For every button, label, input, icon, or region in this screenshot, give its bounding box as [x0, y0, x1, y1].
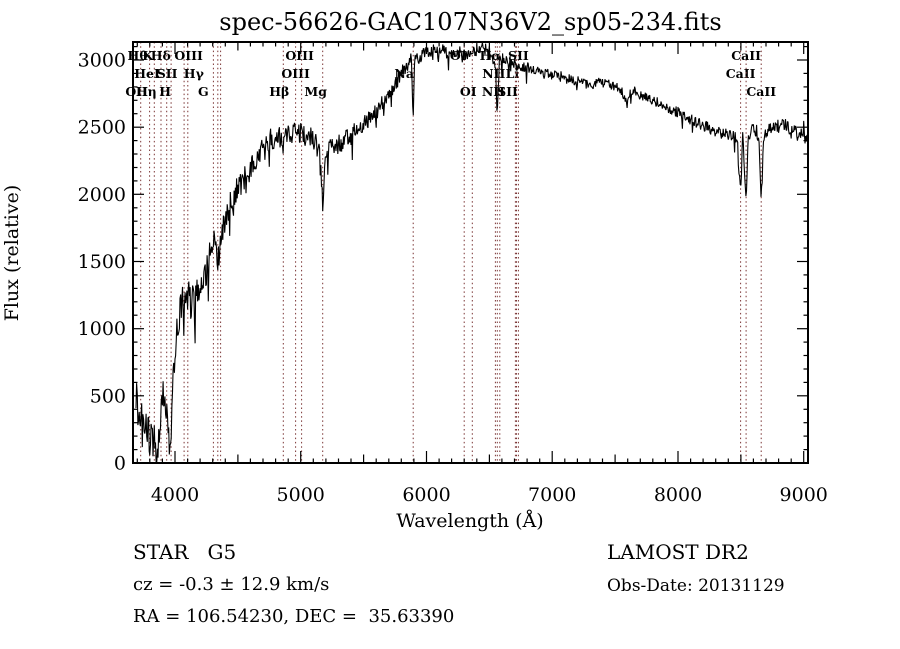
y-tick-label: 2000: [78, 184, 126, 206]
plot-frame: [132, 41, 809, 464]
spectral-line-label: Hγ: [184, 66, 205, 81]
spectral-line-label: SII: [508, 48, 529, 63]
spectral-line-label: CaII: [731, 48, 761, 63]
spectral-line-label: CaII: [726, 66, 756, 81]
x-tick-label: 7000: [528, 484, 576, 506]
x-tick-label: 6000: [402, 484, 450, 506]
y-tick-label: 500: [90, 385, 126, 407]
ra-dec-label: RA = 106.54230, DEC = 35.63390: [133, 606, 455, 627]
spectral-line-label: HeI: [134, 66, 160, 81]
spectral-line-label: Hδ: [151, 48, 171, 63]
object-class-label: STAR G5: [133, 540, 237, 564]
spectral-line-label: G: [198, 84, 209, 99]
spectral-line-label: Mg: [304, 84, 327, 99]
survey-label: LAMOST DR2: [607, 540, 749, 564]
spectral-line-label: SII: [497, 84, 518, 99]
spectral-line-label: NII: [482, 66, 505, 81]
spectral-line-label: H: [159, 84, 171, 99]
spectral-line-label: OIII: [174, 48, 203, 63]
y-tick-label: 0: [114, 453, 126, 475]
spectral-line-label: NII: [482, 84, 505, 99]
spectral-line-label: OIII: [285, 48, 314, 63]
spectral-line-label: OI: [460, 84, 477, 99]
obs-date-label: Obs-Date: 20131129: [607, 576, 785, 596]
x-axis-label: Wavelength (Å): [396, 510, 544, 532]
spectral-line-label: SII: [157, 66, 178, 81]
cz-value-label: cz = -0.3 ± 12.9 km/s: [133, 574, 330, 595]
spectral-line-label: OII: [125, 84, 148, 99]
spectrum-curve: [135, 42, 809, 463]
x-tick-label: 9000: [780, 484, 828, 506]
y-tick-label: 1500: [78, 251, 126, 273]
spectral-line-label: Hη: [136, 84, 157, 99]
x-tick-label: 5000: [277, 484, 325, 506]
spectral-line-label: Hβ: [269, 84, 289, 99]
plot-title: spec-56626-GAC107N36V2_sp05-234.fits: [219, 8, 722, 36]
spectral-line-label: CaII: [746, 84, 776, 99]
spectral-line-label: OIII: [281, 66, 310, 81]
y-tick-label: 3000: [78, 50, 126, 72]
y-tick-label: 1000: [78, 318, 126, 340]
spectral-line-label: K: [142, 48, 154, 63]
y-tick-label: 2500: [78, 117, 126, 139]
x-tick-label: 8000: [654, 484, 702, 506]
x-tick-label: 4000: [151, 484, 199, 506]
